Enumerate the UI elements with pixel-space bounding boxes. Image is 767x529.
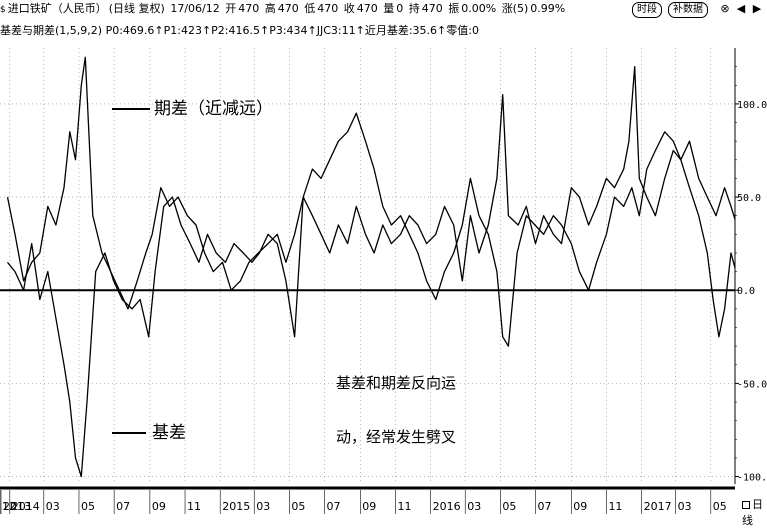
- volume-value: 0: [396, 2, 404, 15]
- quote-date: 17/06/12: [170, 2, 220, 15]
- basis-leader-line: [112, 432, 146, 434]
- high-value: 470: [277, 2, 299, 15]
- series-line-basis: [6, 112, 736, 478]
- x-tick-label: 09: [573, 500, 587, 513]
- volume-label: 量: [383, 2, 395, 15]
- x-tick-label: 05: [81, 500, 95, 513]
- y-tick-label: 50.0: [737, 193, 761, 204]
- tab-marker-icon: [742, 501, 750, 509]
- low-value: 470: [317, 2, 339, 15]
- spread-annotation: 期差（近减远）: [112, 94, 273, 119]
- x-tick-label: 11: [608, 500, 622, 513]
- settings-icon[interactable]: ⊗: [720, 2, 730, 15]
- x-tick-label: 09: [362, 500, 376, 513]
- chart-grid: [0, 48, 735, 484]
- x-tick-label: 07: [116, 500, 130, 513]
- y-tick-label: -50.0: [737, 379, 767, 390]
- tab-intraday-button[interactable]: 时段: [632, 2, 662, 18]
- oi-value: 470: [421, 2, 443, 15]
- oi-label: 持: [408, 2, 420, 15]
- open-value: 470: [238, 2, 260, 15]
- fill-data-button[interactable]: 补数据: [668, 2, 708, 18]
- x-tick-label: 05: [291, 500, 305, 513]
- y-tick-label: -100.0: [737, 473, 767, 484]
- x-tick-label: 11: [397, 500, 411, 513]
- basis-spread-chart[interactable]: 100.050.00.0-50.0-100.0 2013122014030507…: [0, 0, 767, 518]
- x-tick-label: 09: [152, 500, 166, 513]
- low-label: 低: [304, 2, 316, 15]
- spread-leader-line: [112, 108, 150, 110]
- x-tick-label: 2017: [644, 500, 672, 513]
- close-value: 470: [356, 2, 378, 15]
- series-line-spread: [6, 56, 736, 310]
- note-line-2: 动，经常发生劈叉: [336, 428, 457, 446]
- quote-header: $ 进口铁矿（人民币） (日线 复权) 17/06/12 开 470 高 470 低 47…: [0, 0, 767, 18]
- dollar-icon: $: [0, 5, 6, 15]
- x-tick-label: 2014: [12, 500, 40, 513]
- y-axis: 100.0 50.0 0.0 -50.0 -100.0: [734, 48, 767, 484]
- indicator-bar: 基差与期差(1,5,9,2) P0:469.6↑P1:423↑P2:416.5↑…: [0, 24, 479, 37]
- basis-annotation: 基差: [112, 418, 186, 443]
- x-tick-label: 05: [713, 500, 727, 513]
- y-tick-label: 0.0: [737, 286, 755, 297]
- x-tick-label: 2015: [222, 500, 250, 513]
- high-label: 高: [264, 2, 276, 15]
- x-tick-label: 07: [327, 500, 341, 513]
- arrow-left-icon[interactable]: ◀: [736, 2, 746, 15]
- close-label: 收: [343, 2, 355, 15]
- amplitude-label: 振: [448, 2, 460, 15]
- change-label: 涨(5): [501, 2, 529, 15]
- change-value: 0.99%: [530, 2, 566, 15]
- x-tick-label: 05: [502, 500, 516, 513]
- x-tick-label: 07: [538, 500, 552, 513]
- x-tick-label: 03: [256, 500, 270, 513]
- x-tick-label: 03: [678, 500, 692, 513]
- x-tick-label: 03: [467, 500, 481, 513]
- spread-label: 期差（近减远）: [154, 99, 273, 119]
- note-line-1: 基差和期差反向运: [336, 374, 457, 392]
- x-tick-label: 12: [2, 500, 16, 513]
- arrow-right-icon[interactable]: ▶: [752, 2, 762, 15]
- period-label: (日线 复权): [108, 2, 165, 15]
- amplitude-value: 0.00%: [461, 2, 497, 15]
- symbol-name: 进口铁矿（人民币）: [7, 2, 107, 15]
- x-tick-label: 2016: [433, 500, 461, 513]
- basis-label: 基差: [152, 423, 186, 443]
- daily-tab[interactable]: 日线: [742, 497, 767, 529]
- chart-series: [6, 56, 736, 478]
- x-tick-label: 03: [46, 500, 60, 513]
- open-label: 开: [225, 2, 237, 15]
- y-tick-label: 100.0: [737, 100, 767, 111]
- x-tick-label: 11: [187, 500, 201, 513]
